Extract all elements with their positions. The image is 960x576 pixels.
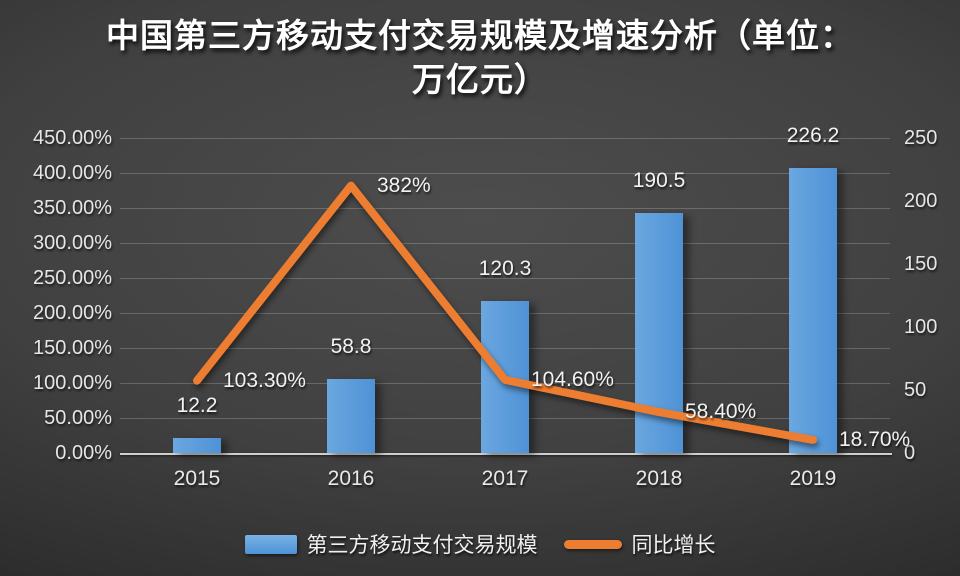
line-swatch-icon bbox=[563, 539, 622, 549]
left-axis-tick-label: 50.00% bbox=[44, 407, 112, 429]
x-axis-label-2015: 2015 bbox=[173, 467, 221, 490]
chart-title-line-1: 中国第三方移动支付交易规模及增速分析（单位： bbox=[106, 17, 854, 54]
chart-title-line-2: 万亿元） bbox=[412, 61, 548, 98]
left-axis-tick-label: 400.00% bbox=[33, 162, 112, 184]
left-axis-tick-label: 0.00% bbox=[55, 442, 112, 464]
bar-swatch-icon bbox=[244, 534, 297, 554]
right-axis-tick-label: 0 bbox=[904, 442, 916, 464]
x-axis-label-2019: 2019 bbox=[789, 467, 837, 490]
bar-value-label: 226.2 bbox=[786, 123, 840, 147]
gridline bbox=[120, 138, 890, 139]
bar-2019 bbox=[789, 167, 837, 453]
bar-value-label: 12.2 bbox=[176, 393, 218, 417]
gridline bbox=[120, 173, 890, 174]
left-axis-tick-label: 150.00% bbox=[33, 337, 112, 359]
bar-2015 bbox=[173, 437, 221, 453]
legend-item-line: 同比增长 bbox=[563, 529, 716, 559]
bar-value-label: 190.5 bbox=[632, 168, 686, 192]
legend-label: 第三方移动支付交易规模 bbox=[306, 534, 538, 557]
left-axis-tick-label: 200.00% bbox=[33, 302, 112, 324]
gridline bbox=[120, 208, 890, 209]
left-axis-tick-label: 350.00% bbox=[33, 197, 112, 219]
right-axis-tick-label: 150 bbox=[904, 253, 938, 275]
right-axis-tick-label: 50 bbox=[904, 379, 927, 401]
right-axis-tick-label: 100 bbox=[904, 316, 938, 338]
left-axis-tick-label: 250.00% bbox=[33, 267, 112, 289]
gridline bbox=[120, 278, 890, 279]
chart-title: 中国第三方移动支付交易规模及增速分析（单位： 万亿元） bbox=[0, 14, 960, 102]
bar-2016 bbox=[327, 378, 375, 453]
x-axis-label-2018: 2018 bbox=[635, 467, 683, 490]
line-value-label: 104.60% bbox=[531, 367, 614, 391]
x-axis-line bbox=[120, 453, 892, 455]
bar-value-label: 58.8 bbox=[330, 334, 372, 358]
x-axis-label-2017: 2017 bbox=[481, 467, 529, 490]
legend: 第三方移动支付交易规模 同比增长 bbox=[0, 529, 960, 559]
line-value-label: 58.40% bbox=[685, 400, 757, 424]
line-value-label: 382% bbox=[377, 173, 431, 197]
bar-value-label: 120.3 bbox=[478, 257, 532, 281]
left-axis-tick-label: 450.00% bbox=[33, 127, 112, 149]
legend-label: 同比增长 bbox=[631, 534, 716, 557]
legend-item-bars: 第三方移动支付交易规模 bbox=[244, 529, 538, 559]
gridline bbox=[120, 243, 890, 244]
x-axis-label-2016: 2016 bbox=[327, 467, 375, 490]
right-axis-tick-label: 250 bbox=[904, 127, 938, 149]
left-axis-tick-label: 100.00% bbox=[33, 372, 112, 394]
line-value-label: 103.30% bbox=[223, 368, 306, 392]
line-value-label: 18.70% bbox=[839, 427, 911, 451]
right-axis-tick-label: 200 bbox=[904, 190, 938, 212]
left-axis-tick-label: 300.00% bbox=[33, 232, 112, 254]
